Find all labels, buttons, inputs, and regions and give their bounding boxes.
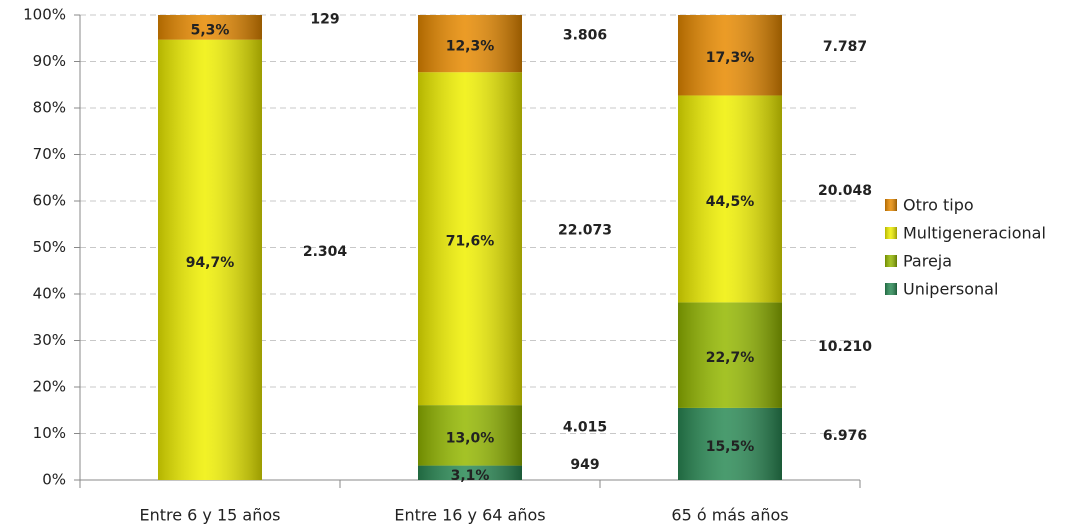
- y-tick-label: 90%: [33, 52, 66, 70]
- bar-shade: [418, 72, 522, 406]
- y-tick-label: 10%: [33, 424, 66, 442]
- bar-shade: [158, 15, 262, 40]
- count-label: 949: [570, 457, 599, 473]
- legend-swatch-shade: [885, 227, 897, 239]
- count-label: 129: [310, 11, 339, 27]
- y-tick-label: 40%: [33, 285, 66, 303]
- legend-swatch-shade: [885, 255, 897, 267]
- y-tick-label: 50%: [33, 238, 66, 256]
- bar-shade: [678, 407, 782, 480]
- legend-label: Pareja: [903, 252, 952, 271]
- count-label: 4.015: [563, 419, 607, 435]
- value-label: 22,7%: [706, 350, 755, 366]
- legend-swatch-shade: [885, 283, 897, 295]
- count-label: 3.806: [563, 28, 607, 44]
- y-tick-label: 20%: [33, 378, 66, 396]
- value-label: 17,3%: [706, 50, 755, 66]
- x-tick-label: Entre 16 y 64 años: [394, 506, 545, 525]
- bar-shade: [678, 302, 782, 408]
- bar-shade: [158, 39, 262, 481]
- y-tick-label: 30%: [33, 331, 66, 349]
- bar-shade: [418, 15, 522, 73]
- legend-label: Multigeneracional: [903, 224, 1046, 243]
- value-label: 44,5%: [706, 194, 755, 210]
- x-tick-label: 65 ó más años: [671, 506, 788, 525]
- y-tick-label: 100%: [23, 6, 66, 24]
- count-label: 10.210: [818, 339, 872, 355]
- y-tick-label: 70%: [33, 145, 66, 163]
- legend-label: Unipersonal: [903, 280, 998, 299]
- bar-shade: [678, 15, 782, 96]
- value-label: 13,0%: [446, 430, 495, 446]
- count-label: 7.787: [823, 39, 867, 55]
- bar-shade: [678, 95, 782, 303]
- legend-label: Otro tipo: [903, 196, 974, 215]
- value-label: 5,3%: [191, 22, 230, 38]
- value-label: 12,3%: [446, 39, 495, 55]
- y-tick-label: 80%: [33, 99, 66, 117]
- value-label: 3,1%: [451, 468, 490, 484]
- y-tick-label: 0%: [42, 471, 66, 489]
- count-label: 6.976: [823, 428, 867, 444]
- y-tick-label: 60%: [33, 192, 66, 210]
- count-label: 22.073: [558, 223, 612, 239]
- value-label: 94,7%: [186, 255, 235, 271]
- bar-shade: [418, 465, 522, 480]
- value-label: 15,5%: [706, 439, 755, 455]
- x-tick-label: Entre 6 y 15 años: [139, 506, 280, 525]
- legend-swatch-shade: [885, 199, 897, 211]
- bar-shade: [418, 405, 522, 466]
- count-label: 2.304: [303, 244, 348, 260]
- value-label: 71,6%: [446, 234, 495, 250]
- count-label: 20.048: [818, 183, 872, 199]
